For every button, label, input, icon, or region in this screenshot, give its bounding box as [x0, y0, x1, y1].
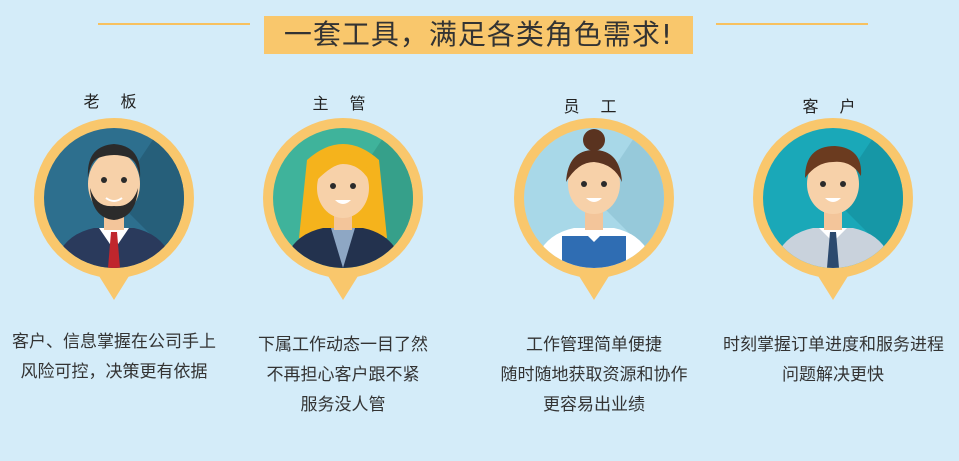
role-name: 老 板 [83, 92, 145, 111]
employee-avatar-icon [514, 118, 674, 300]
role-description: 客户、信息掌握在公司手上 风险可控，决策更有依据 [12, 332, 216, 382]
role-card-employee: 员 工 工作管理简单便捷 随时随地获取资源和协作 更容易出业绩 [494, 80, 694, 440]
customer-avatar-icon [753, 118, 913, 300]
role-card-boss: 老 板 客户、信息掌握在公司手上 风险可控，决策更有依据 [12, 80, 216, 440]
title-decor-line-left [98, 23, 250, 25]
role-name: 主 管 [312, 94, 374, 113]
role-card-customer: 客 户 时刻掌握订单进度和服务进程 问题解决更快 [723, 80, 944, 440]
role-name: 员 工 [563, 97, 625, 116]
role-description: 工作管理简单便捷 随时随地获取资源和协作 更容易出业绩 [500, 335, 688, 415]
title-decor-line-right [716, 23, 868, 25]
role-description: 时刻掌握订单进度和服务进程 问题解决更快 [723, 335, 944, 385]
role-name: 客 户 [802, 97, 864, 116]
page-title: 一套工具，满足各类角色需求! [264, 16, 693, 54]
role-card-manager: 主 管 下属工作动态一目了然 不再担心客户跟不紧 服务没人管 [243, 80, 443, 440]
boss-avatar-icon [34, 118, 194, 300]
role-description: 下属工作动态一目了然 不再担心客户跟不紧 服务没人管 [258, 335, 428, 415]
manager-avatar-icon [263, 118, 423, 300]
